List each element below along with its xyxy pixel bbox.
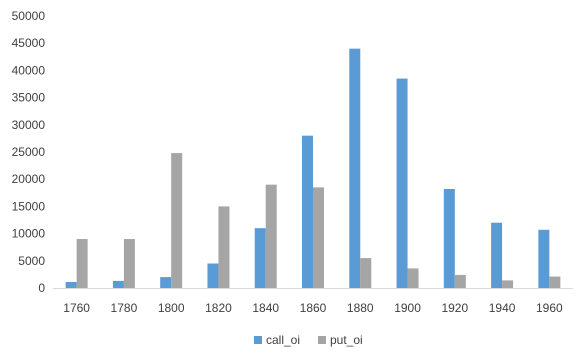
bar-call_oi-1840	[254, 228, 266, 288]
x-tick-label: 1920	[441, 301, 468, 315]
y-tick-label: 10000	[12, 227, 46, 241]
y-tick-label: 35000	[12, 91, 46, 105]
x-tick-label: 1760	[63, 301, 90, 315]
bar-call_oi-1880	[349, 48, 361, 288]
x-tick-label: 1880	[347, 301, 374, 315]
y-tick-label: 0	[38, 281, 45, 295]
bar-call_oi-1940	[491, 222, 503, 288]
x-tick-label: 1800	[158, 301, 185, 315]
y-tick-label: 30000	[12, 118, 46, 132]
x-tick-label: 1780	[111, 301, 138, 315]
y-tick-label: 20000	[12, 172, 46, 186]
y-tick-label: 40000	[12, 63, 46, 77]
bar-call_oi-1760	[65, 282, 77, 288]
x-tick-label: 1940	[489, 301, 516, 315]
bar-put_oi-1840	[265, 184, 277, 288]
bar-call_oi-1820	[207, 263, 219, 288]
y-axis: 0 5000 10000 15000 20000 25000 30000 35000 40000…	[12, 9, 46, 295]
bar-put_oi-1780	[123, 239, 135, 288]
bar-call_oi-1920	[443, 188, 455, 288]
bar-put_oi-1920	[454, 274, 466, 288]
legend-swatch-put_oi	[318, 336, 326, 344]
bar-put_oi-1860	[313, 187, 324, 288]
bar-put_oi-1880	[360, 258, 372, 288]
bar-call_oi-1960	[538, 229, 550, 288]
legend-swatch-call_oi	[254, 336, 262, 344]
bar-put_oi-1760	[76, 239, 88, 288]
x-tick-label: 1820	[205, 301, 232, 315]
legend-label-call_oi: call_oi	[266, 333, 300, 347]
bar-put_oi-1820	[218, 206, 230, 288]
x-tick-label: 1860	[300, 301, 327, 315]
y-tick-label: 50000	[12, 9, 46, 23]
bar-call_oi-1860	[302, 135, 313, 288]
bar-put_oi-1960	[549, 276, 561, 288]
legend-label-put_oi: put_oi	[330, 333, 363, 347]
y-tick-label: 15000	[12, 199, 46, 213]
y-tick-label: 25000	[12, 145, 46, 159]
bar-call_oi-1800	[160, 277, 172, 288]
legend: call_oi put_oi	[254, 333, 363, 347]
bar-put_oi-1940	[502, 280, 514, 288]
x-tick-label: 1900	[394, 301, 421, 315]
x-tick-label: 1840	[252, 301, 279, 315]
bar-call_oi-1900	[396, 78, 408, 288]
x-axis: 1760 1780 1800 1820 1840 1860 1880 1900 1920 1940…	[53, 288, 573, 315]
x-tick-label: 1960	[536, 301, 563, 315]
y-tick-label: 45000	[12, 36, 46, 50]
bar-call_oi-1780	[112, 280, 124, 288]
bars	[65, 48, 561, 288]
y-tick-label: 5000	[18, 254, 45, 268]
bar-put_oi-1900	[407, 268, 419, 288]
bar-put_oi-1800	[171, 153, 183, 288]
